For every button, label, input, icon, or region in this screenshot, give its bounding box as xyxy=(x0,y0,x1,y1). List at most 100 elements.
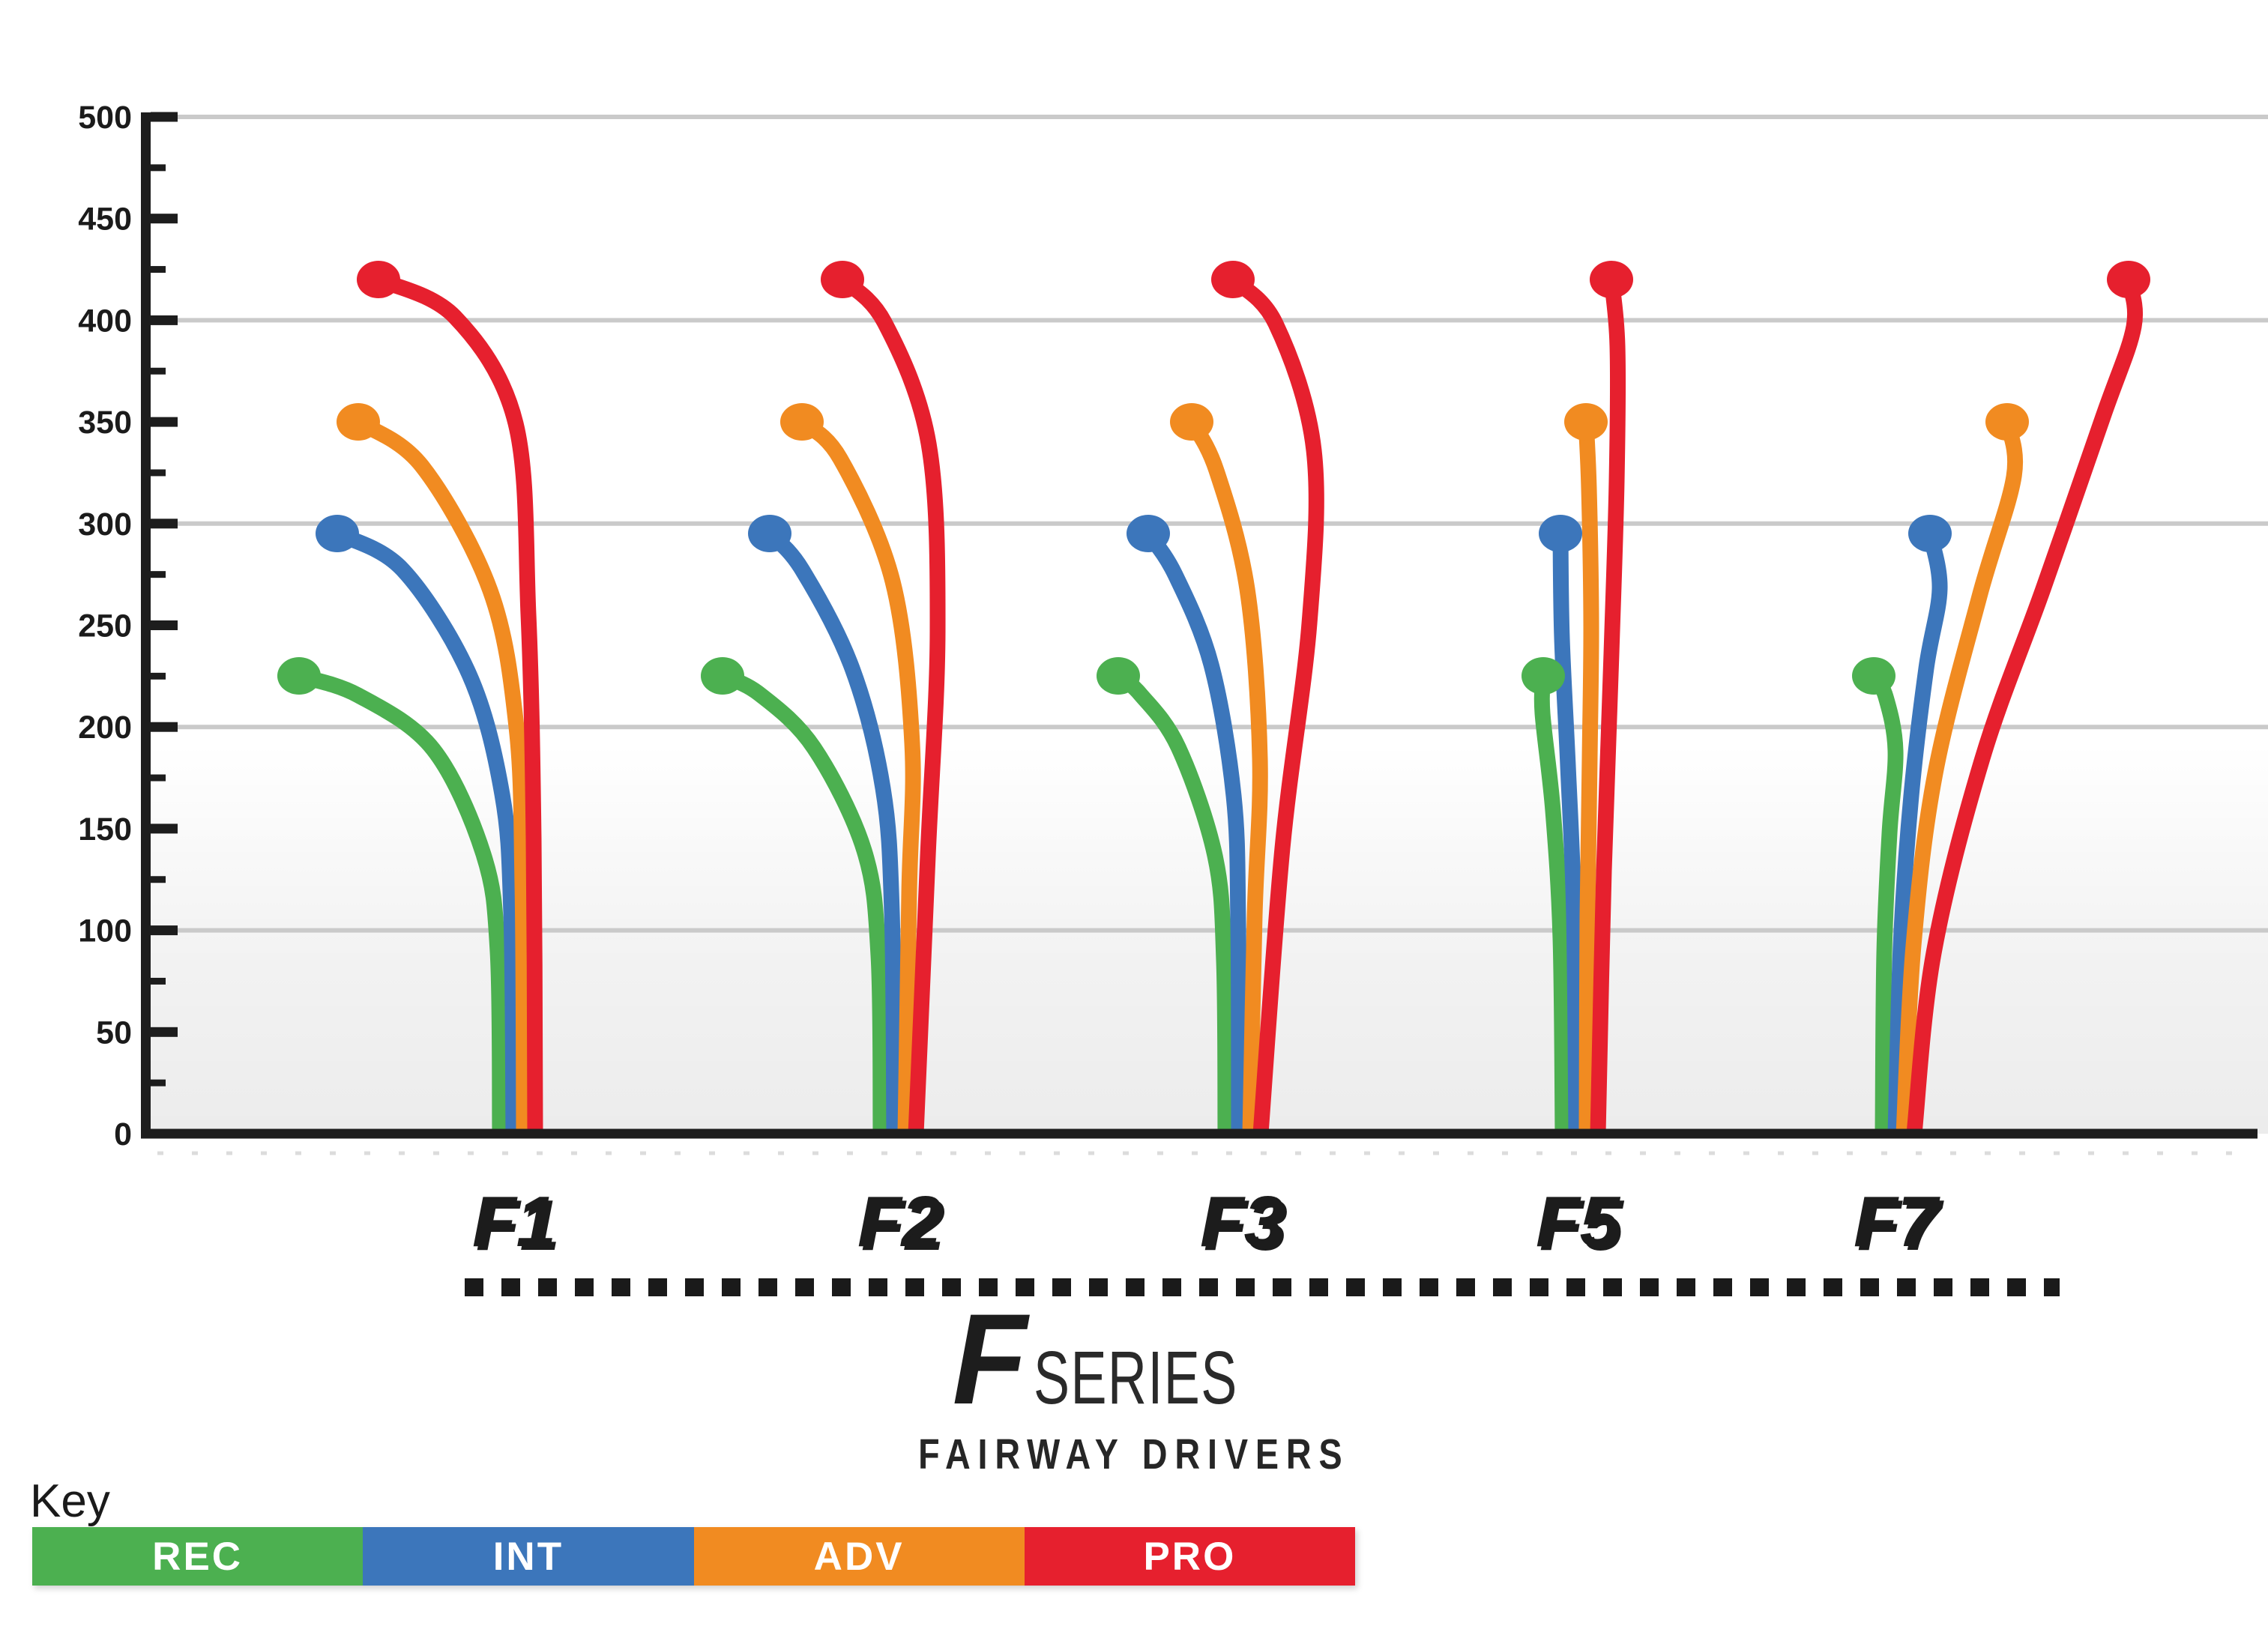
y-minor-tick-425 xyxy=(151,266,166,273)
flight-endpoint-F2-PRO xyxy=(821,261,864,298)
flight-curve-F7-ADV xyxy=(1895,420,2024,1134)
flight-endpoint-F2-ADV xyxy=(780,403,824,441)
y-axis-line xyxy=(141,112,151,1139)
x-label-shadow-F1: F1 xyxy=(472,1182,556,1262)
y-tick-label-250: 250 xyxy=(78,608,132,644)
flight-curve-F7-REC xyxy=(1866,671,1904,1134)
y-tick-50 xyxy=(151,1027,178,1037)
flight-curve-F3-REC xyxy=(1113,669,1234,1134)
legend-segment-REC: REC xyxy=(32,1527,364,1586)
flight-endpoint-F3-PRO xyxy=(1211,261,1255,298)
y-tick-0 xyxy=(151,1128,178,1139)
flight-curve-F1-INT xyxy=(333,526,522,1134)
y-tick-400 xyxy=(151,315,178,325)
x-axis-line xyxy=(141,1128,2258,1139)
flight-endpoint-F7-INT xyxy=(1908,515,1952,552)
series-title-letter: F xyxy=(952,1287,1028,1431)
flight-curve-F3-PRO xyxy=(1227,273,1324,1134)
y-tick-label-150: 150 xyxy=(78,812,132,847)
flight-curve-F7-PRO xyxy=(1906,278,2144,1135)
flight-endpoint-F3-ADV xyxy=(1170,403,1213,441)
legend-segment-PRO: PRO xyxy=(1024,1527,1355,1586)
y-tick-label-300: 300 xyxy=(78,507,132,543)
y-minor-tick-75 xyxy=(151,977,166,985)
flight-endpoint-F5-ADV xyxy=(1564,403,1608,441)
legend-label-INT: INT xyxy=(492,1534,564,1579)
y-tick-label-450: 450 xyxy=(78,202,132,238)
y-minor-tick-225 xyxy=(151,672,166,680)
x-label-F3: F3 xyxy=(1204,1185,1288,1266)
y-tick-450 xyxy=(151,214,178,224)
flight-curve-F3-INT xyxy=(1141,528,1247,1134)
series-subtitle: FAIRWAY DRIVERS xyxy=(918,1430,1350,1478)
flight-curve-F5-REC xyxy=(1533,675,1571,1134)
series-title-word: SERIES xyxy=(1034,1336,1238,1420)
y-minor-tick-25 xyxy=(151,1079,166,1086)
y-tick-350 xyxy=(151,417,178,427)
flight-endpoint-F3-REC xyxy=(1097,657,1140,695)
flight-endpoint-F5-PRO xyxy=(1590,261,1633,298)
flight-endpoint-F1-ADV xyxy=(337,403,380,441)
flight-endpoint-F5-REC xyxy=(1521,657,1565,695)
legend-label-PRO: PRO xyxy=(1143,1534,1237,1579)
x-label-shadow-F5: F5 xyxy=(1536,1182,1621,1262)
flight-curve-F1-ADV xyxy=(354,415,532,1134)
legend-heading: Key xyxy=(30,1475,110,1527)
series-subtitle-row: FAIRWAY DRIVERS xyxy=(0,1430,2268,1479)
flight-endpoint-F7-ADV xyxy=(1985,403,2029,441)
flight-curve-F3-ADV xyxy=(1184,417,1268,1134)
flight-endpoint-F5-INT xyxy=(1539,515,1582,552)
y-tick-100 xyxy=(151,925,178,936)
y-tick-300 xyxy=(151,519,178,529)
y-minor-tick-475 xyxy=(151,164,166,172)
y-tick-label-500: 500 xyxy=(78,100,132,136)
legend-label-ADV: ADV xyxy=(813,1534,905,1579)
x-label-shadow-F7: F7 xyxy=(1854,1182,1941,1262)
y-tick-250 xyxy=(151,620,178,630)
y-minor-tick-175 xyxy=(151,774,166,782)
flight-curve-F1-PRO xyxy=(375,272,543,1134)
legend-label-REC: REC xyxy=(152,1534,244,1579)
flight-curve-F2-INT xyxy=(764,528,902,1134)
y-minor-tick-125 xyxy=(151,876,166,883)
legend-segment-ADV: ADV xyxy=(693,1527,1025,1586)
flight-curve-F7-INT xyxy=(1887,531,1948,1134)
x-label-F1: F1 xyxy=(476,1185,560,1266)
flight-curve-F5-INT xyxy=(1552,533,1584,1134)
y-minor-tick-325 xyxy=(151,469,166,477)
y-tick-label-50: 50 xyxy=(96,1015,132,1051)
x-label-F2: F2 xyxy=(861,1185,945,1266)
flight-endpoint-F1-INT xyxy=(316,515,359,552)
series-title: FSERIES xyxy=(0,1295,2268,1424)
flight-endpoint-F7-REC xyxy=(1852,657,1895,695)
y-minor-tick-375 xyxy=(151,367,166,375)
x-label-shadow-F3: F3 xyxy=(1200,1182,1284,1262)
flight-curve-F5-PRO xyxy=(1590,278,1626,1134)
flight-endpoint-F1-PRO xyxy=(357,261,400,298)
flight-curve-F2-ADV xyxy=(796,415,921,1134)
legend-bar: REC INT ADV PRO xyxy=(32,1527,1355,1586)
y-tick-label-200: 200 xyxy=(78,710,132,746)
x-label-F5: F5 xyxy=(1539,1185,1625,1266)
y-tick-label-100: 100 xyxy=(78,913,132,949)
y-tick-label-350: 350 xyxy=(78,405,132,441)
y-tick-label-400: 400 xyxy=(78,303,132,339)
flight-endpoint-F2-REC xyxy=(701,657,744,695)
flight-curve-F1-REC xyxy=(296,668,508,1134)
x-label-F7: F7 xyxy=(1857,1185,1945,1266)
flight-endpoint-F2-INT xyxy=(748,515,791,552)
y-tick-500 xyxy=(151,112,178,122)
flight-endpoint-F7-PRO xyxy=(2107,261,2150,298)
flight-curve-F5-ADV xyxy=(1578,421,1599,1134)
y-tick-200 xyxy=(151,722,178,732)
legend-segment-INT: INT xyxy=(363,1527,694,1586)
flight-curve-F2-PRO xyxy=(836,273,946,1134)
flight-endpoint-F1-REC xyxy=(277,657,321,695)
y-minor-tick-275 xyxy=(151,571,166,578)
y-tick-label-0: 0 xyxy=(114,1116,132,1152)
x-label-shadow-F2: F2 xyxy=(857,1182,941,1262)
flight-endpoint-F3-INT xyxy=(1127,515,1170,552)
flight-curve-F2-REC xyxy=(719,668,889,1134)
